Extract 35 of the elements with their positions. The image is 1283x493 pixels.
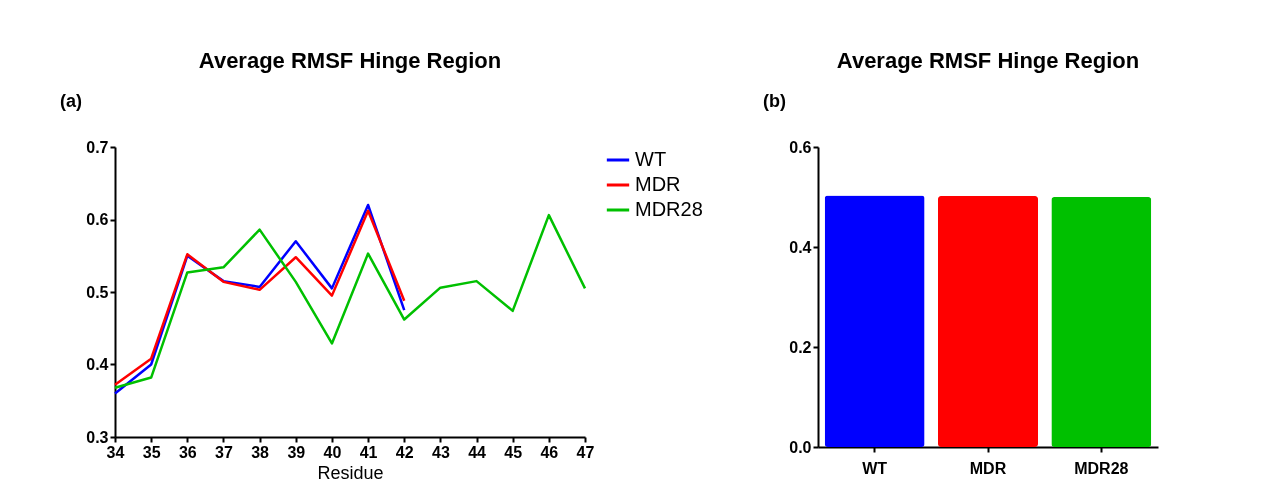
y-tick-label: 0.3 [86,428,109,446]
y-tick-label: 0.6 [789,138,812,156]
text: (a) [60,91,82,111]
y-tick-label: 0.5 [86,283,109,301]
chart-title: Average RMSF Hinge Region [836,48,1140,73]
y-tick-label: 0.4 [86,356,109,373]
line-series [113,213,587,389]
y-tick-label: 0.0 [789,438,812,456]
x-tick-label: 44 [468,443,487,461]
y-tick-label: 0.6 [86,211,109,228]
x-tick-label: 41 [359,443,378,461]
y-tick-label: 0.4 [789,238,812,256]
x-tick-label: 47 [576,443,595,461]
x-tick-label: 34 [106,443,125,461]
legend-label: MDR [635,173,681,195]
x-tick-label: 37 [215,443,233,461]
x-tick-label: 45 [504,443,523,461]
legend-label: WT [635,148,667,170]
x-tick-label: MDR [969,459,1007,477]
x-tick-label: 40 [323,443,342,461]
x-tick-label: MDR28 [1074,459,1129,477]
y-tick-label: 0.7 [86,138,109,156]
x-tick-label: WT [862,459,888,477]
x-tick-label: 35 [142,443,161,461]
x-tick-label: 46 [540,443,559,461]
x-tick-label: 43 [431,443,450,461]
text: (b) [763,91,786,111]
chart-title: Average RMSF Hinge Region [198,48,502,73]
x-tick-label: 42 [395,443,414,461]
x-axis-title: Residue [317,462,384,483]
x-tick-label: 39 [287,443,306,461]
x-tick-label: 38 [251,443,270,461]
legend-label: MDR28 [635,198,703,220]
x-tick-label: 36 [178,443,197,461]
y-tick-label: 0.2 [789,338,812,356]
